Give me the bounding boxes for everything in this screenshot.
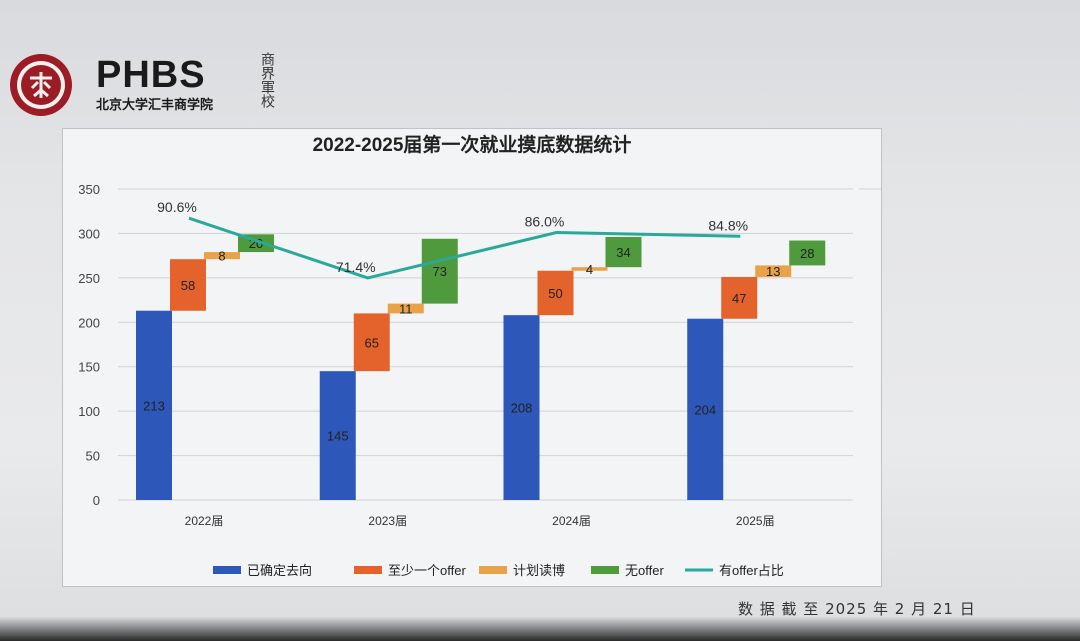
data-label: 213: [143, 398, 165, 413]
bar-no-offer: [789, 240, 826, 266]
chart-svg: 2022-2025届第一次就业摸底数据统计 0 50 100 150 200 250 300 3…: [78, 133, 947, 578]
peking-university-seal-icon: [10, 54, 72, 116]
legend-label: 有offer占比: [719, 563, 784, 578]
y-tick-label: 250: [78, 271, 100, 286]
legend-swatch: [479, 566, 507, 574]
bar-offer: [170, 259, 206, 311]
brand-name: PHBS: [96, 54, 206, 96]
calligraphy-motto: 商界軍校: [259, 52, 275, 108]
data-label: 4: [586, 262, 593, 277]
brand-chinese-name: 北京大学汇丰商学院: [96, 97, 214, 112]
legend-swatch: [354, 566, 382, 574]
legend-swatch: [591, 566, 619, 574]
chart-panel: 2022-2025届第一次就业摸底数据统计 0 50 100 150 200 250 300 3…: [62, 128, 948, 587]
legend-label: 无offer: [625, 563, 664, 578]
y-tick-label: 0: [93, 493, 100, 508]
data-label: 204: [694, 402, 716, 417]
legend-label: 已确定去向: [247, 563, 312, 578]
ratio-label: 84.8%: [708, 217, 748, 233]
y-tick-label: 50: [86, 449, 100, 464]
data-label: 11: [399, 302, 413, 317]
bar-study: [571, 267, 608, 271]
data-date-footnote: 数 据 截 至 2025 年 2 月 21 日: [738, 600, 976, 618]
data-label: 208: [511, 401, 533, 416]
bar-study: [204, 252, 240, 260]
data-label: 58: [181, 278, 195, 293]
ratio-label: 86.0%: [525, 214, 565, 230]
ratio-line: [188, 216, 741, 280]
bar-study: [387, 303, 424, 314]
data-label: 28: [800, 246, 814, 261]
bar-confirmed: [136, 310, 172, 500]
data-label: 145: [327, 429, 349, 444]
bar-offer: [353, 313, 390, 372]
legend-label: 计划读博: [513, 563, 565, 578]
legend-swatch: [213, 566, 241, 574]
data-label: 73: [433, 264, 447, 279]
bar-confirmed: [687, 318, 724, 500]
data-label: 65: [365, 335, 379, 350]
data-label: 8: [218, 249, 225, 264]
x-tick-label: 2024届: [552, 514, 591, 528]
ratio-label: 71.4%: [336, 259, 376, 275]
y-tick-label: 300: [78, 226, 100, 241]
bar-confirmed: [319, 371, 356, 500]
ratio-label: 90.6%: [157, 199, 197, 215]
bar-confirmed: [503, 315, 540, 500]
phbs-logo: PHBS 北京大学汇丰商学院 商界軍校: [8, 50, 308, 120]
x-tick-label: 2023届: [368, 514, 407, 528]
bar-offer: [537, 270, 574, 316]
data-label: 34: [616, 245, 630, 260]
y-tick-label: 350: [78, 182, 100, 197]
bar-offer: [721, 276, 758, 319]
chart-title: 2022-2025届第一次就业摸底数据统计: [313, 133, 632, 156]
bar-no-offer: [421, 238, 458, 304]
y-tick-label: 150: [78, 360, 100, 375]
legend-label: 至少一个offer: [388, 563, 466, 578]
y-tick-label: 100: [78, 404, 100, 419]
bar-study: [755, 265, 792, 277]
y-tick-label: 200: [78, 315, 100, 330]
bar-no-offer: [605, 236, 642, 268]
data-label: 47: [732, 291, 746, 306]
data-label: 50: [548, 286, 562, 301]
x-tick-label: 2025届: [736, 514, 775, 528]
x-tick-label: 2022届: [185, 514, 224, 528]
data-label: 13: [766, 264, 780, 279]
